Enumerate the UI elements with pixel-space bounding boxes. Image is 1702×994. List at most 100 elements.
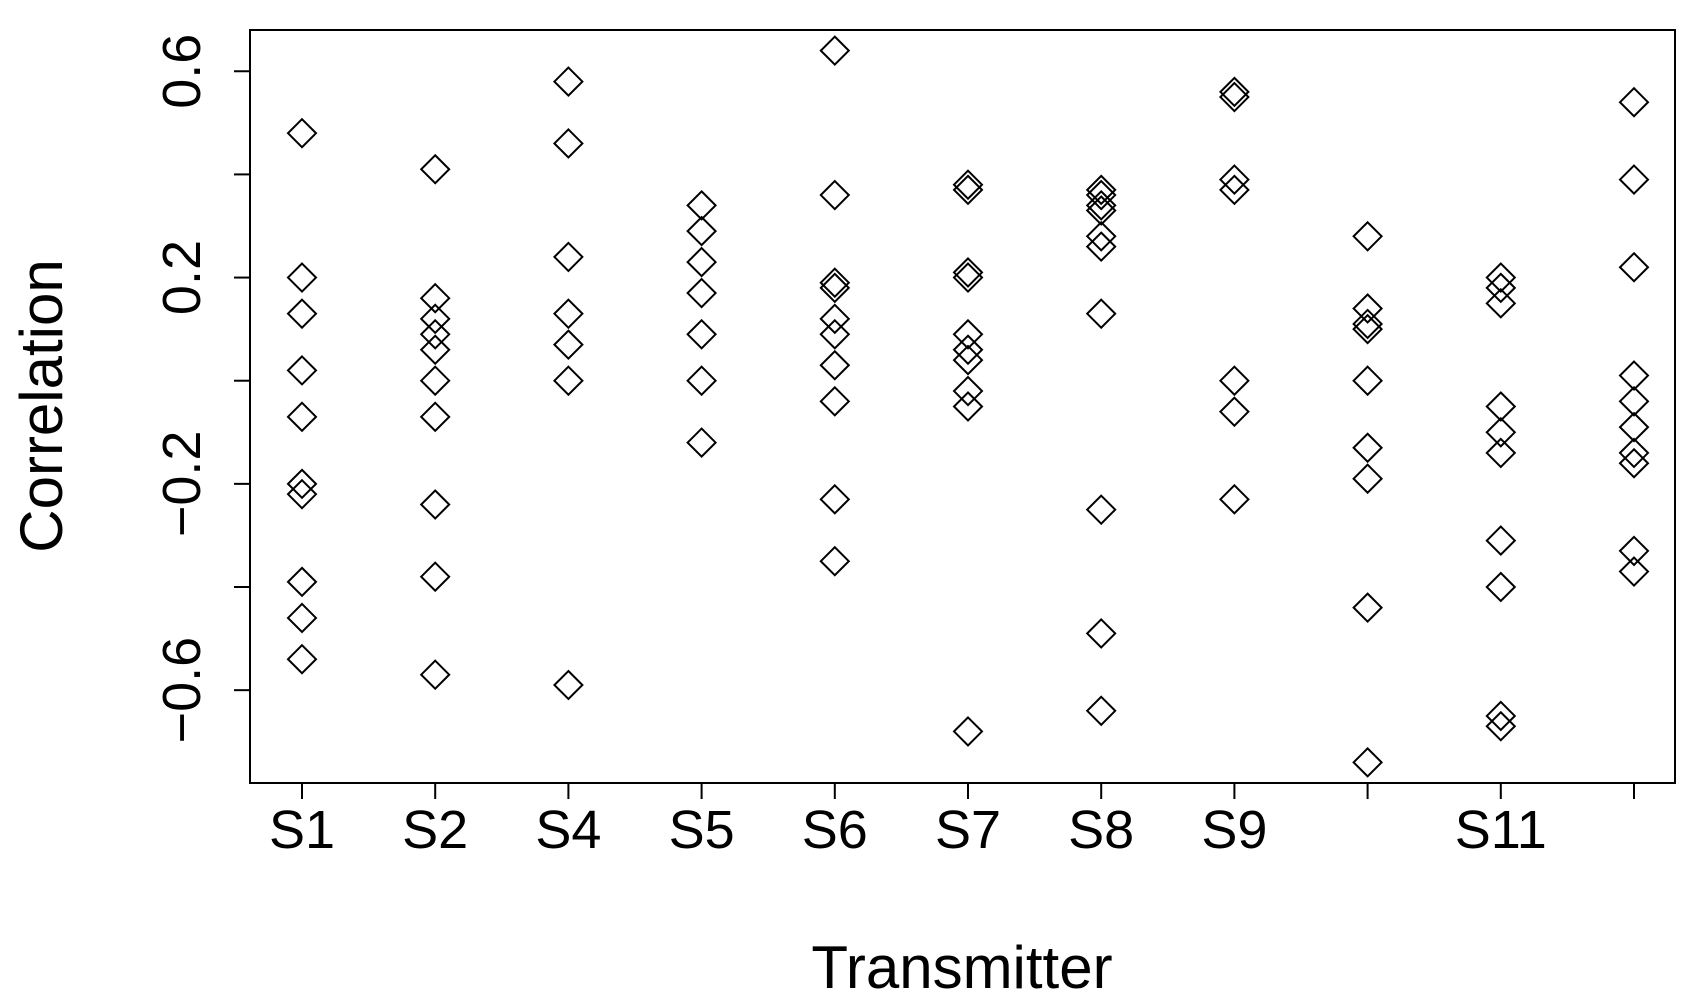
data-point [819, 349, 851, 381]
x-tick-label: S7 [935, 800, 1001, 860]
data-point [1085, 494, 1117, 526]
data-point [952, 334, 984, 366]
data-point [819, 35, 851, 67]
data-point [1618, 360, 1650, 391]
x-tick-label: S11 [1455, 800, 1547, 860]
data-point [819, 318, 851, 350]
data-point [1352, 432, 1384, 464]
data-point [1085, 298, 1117, 330]
data-point [952, 169, 984, 201]
data-point [1352, 592, 1384, 624]
data-point [686, 427, 718, 459]
data-point [552, 66, 584, 97]
data-point [286, 262, 318, 293]
data-point [552, 128, 584, 159]
data-point [286, 298, 318, 330]
data-point [686, 277, 718, 309]
data-point [952, 262, 984, 293]
y-tick-label: 0.2 [152, 240, 212, 315]
data-point [1352, 463, 1384, 495]
x-axis: S1 S2 S4 S5 S6 S7 S8 S9 S11 [269, 783, 1635, 860]
data-point [1352, 220, 1384, 252]
data-point [1218, 76, 1250, 108]
data-point [286, 117, 318, 149]
data-point [1352, 313, 1384, 345]
data-point [419, 282, 451, 314]
y-tick-label: 0.6 [152, 34, 212, 109]
data-point [286, 478, 318, 510]
y-axis-label: Correlation [8, 259, 75, 552]
data-point [552, 365, 584, 397]
data-point [686, 318, 718, 350]
data-point [1618, 437, 1650, 469]
data-point [952, 174, 984, 206]
y-tick-label: −0.2 [152, 431, 212, 538]
data-point [1085, 220, 1117, 252]
data-point [286, 566, 318, 598]
data-point [1218, 174, 1250, 206]
data-point [286, 354, 318, 386]
data-point [819, 483, 851, 515]
data-point [1618, 385, 1650, 417]
y-axis: −0.6 −0.2 0.2 0.6 [152, 34, 250, 743]
plot-frame [249, 29, 1676, 784]
data-point [686, 215, 718, 247]
data-point [1618, 251, 1650, 283]
data-point [1085, 695, 1117, 727]
data-point [819, 303, 851, 335]
data-point [286, 602, 318, 634]
data-point [1085, 189, 1117, 221]
x-tick-label: S5 [669, 800, 735, 860]
data-point [819, 545, 851, 577]
data-points [286, 35, 1650, 778]
data-point [952, 716, 984, 747]
data-point [1218, 164, 1250, 195]
data-point [1085, 174, 1117, 206]
data-point [1218, 483, 1250, 515]
data-point [1618, 556, 1650, 587]
data-point [419, 318, 451, 350]
x-axis-label: Transmitter [811, 934, 1112, 994]
x-tick-label: S1 [269, 800, 335, 860]
data-point [1485, 525, 1517, 557]
data-point [1485, 700, 1517, 732]
data-point [1218, 396, 1250, 428]
data-point [952, 318, 984, 350]
data-point [952, 256, 984, 288]
data-point [1618, 164, 1650, 195]
data-point [419, 334, 451, 366]
data-point [1485, 287, 1517, 319]
data-point [1485, 571, 1517, 603]
data-point [552, 669, 584, 701]
data-point [552, 298, 584, 330]
data-point [1218, 365, 1250, 397]
x-tick-label: S4 [535, 800, 601, 860]
data-point [1352, 293, 1384, 324]
data-point [1618, 447, 1650, 479]
data-point [686, 365, 718, 397]
data-point [686, 189, 718, 221]
data-point [1085, 179, 1117, 211]
data-point [1085, 195, 1117, 226]
data-point [1485, 272, 1517, 304]
data-point [419, 561, 451, 593]
data-point [419, 489, 451, 520]
data-point [1485, 416, 1517, 448]
data-point [1618, 535, 1650, 567]
data-point [1485, 391, 1517, 422]
x-tick-label: S9 [1201, 800, 1267, 860]
data-point [819, 267, 851, 299]
data-point [419, 365, 451, 397]
data-point [1085, 618, 1117, 649]
data-point [1618, 411, 1650, 443]
data-point [1485, 262, 1517, 293]
data-point [286, 468, 318, 500]
data-point [1085, 231, 1117, 263]
data-point [1352, 308, 1384, 340]
data-point [1485, 437, 1517, 469]
data-point [419, 153, 451, 185]
data-point [1352, 365, 1384, 397]
data-point [686, 246, 718, 278]
data-point [286, 643, 318, 675]
x-tick-label: S2 [402, 800, 468, 860]
